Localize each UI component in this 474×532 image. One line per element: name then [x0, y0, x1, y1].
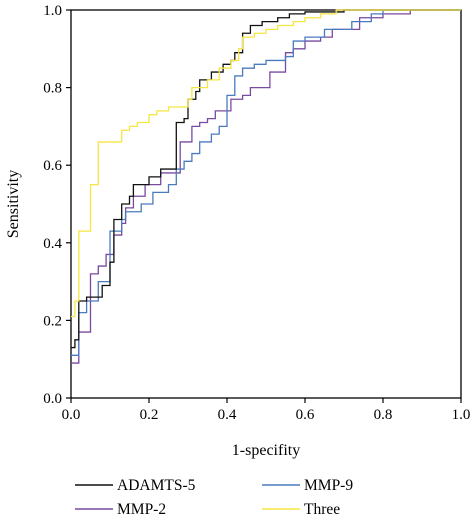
- series-layer: [71, 9, 461, 364]
- legend: ADAMTS-5 MMP-9 MMP-2 Three: [75, 477, 353, 518]
- x-tick-label: 0.2: [140, 407, 159, 423]
- y-tick-label: 0.0: [43, 391, 62, 407]
- x-tick-label: 0.0: [62, 407, 81, 423]
- y-tick-label: 0.4: [43, 236, 62, 252]
- y-tick-label: 1.0: [43, 3, 62, 19]
- series-line-adamts-5: [71, 9, 461, 349]
- legend-label-three: Three: [304, 501, 340, 518]
- x-tick-label: 1.0: [452, 407, 471, 423]
- plot-area: [70, 9, 462, 399]
- y-tick-label: 0.6: [43, 158, 62, 174]
- x-axis-title: 1-specifity: [232, 442, 300, 459]
- x-tick-label: 0.8: [374, 407, 393, 423]
- y-tick-label: 0.2: [43, 313, 62, 329]
- x-tick-label: 0.6: [296, 407, 315, 423]
- series-line-mmp-9: [71, 9, 461, 356]
- series-line-three: [71, 9, 461, 318]
- y-axis-title: Sensitivity: [5, 170, 22, 238]
- legend-label-mmp-9: MMP-9: [304, 477, 353, 494]
- axes-layer: 0.0 0.2 0.4 0.6 0.8 1.0 0.0 0.2 0.4 0.6 0.8 1.0: [43, 3, 470, 423]
- legend-label-mmp-2: MMP-2: [117, 501, 166, 518]
- y-tick-label: 0.8: [43, 81, 62, 97]
- plot-frame: [70, 9, 462, 399]
- legend-label-adamts-5: ADAMTS-5: [117, 477, 196, 494]
- x-tick-label: 0.4: [218, 407, 237, 423]
